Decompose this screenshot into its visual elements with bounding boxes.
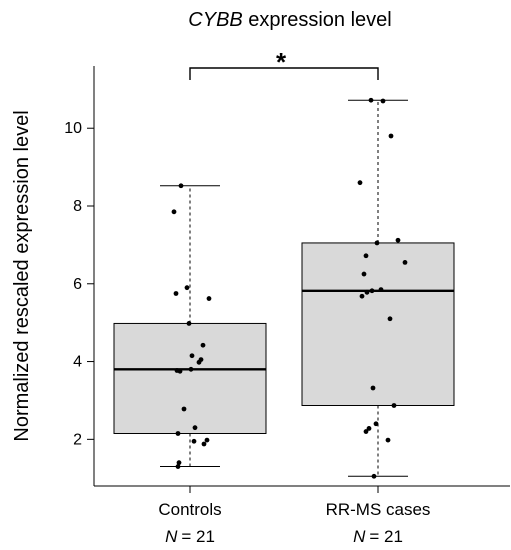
n-label-rrms: N = 21 — [353, 527, 403, 546]
data-point — [191, 438, 197, 444]
y-axis-ticks: 2 4 6 8 10 — [64, 120, 94, 448]
x-axis-labels: Controls RR-MS cases N = 21 N = 21 — [158, 486, 430, 546]
data-point — [184, 285, 190, 291]
data-point — [385, 437, 391, 443]
data-point — [178, 183, 184, 189]
data-point — [374, 240, 380, 246]
data-point — [171, 209, 177, 215]
box-group — [113, 185, 267, 468]
y-tick-label: 4 — [73, 354, 82, 371]
data-point — [357, 180, 363, 186]
box-group — [301, 99, 455, 477]
y-tick-label: 8 — [73, 198, 82, 215]
data-point — [175, 464, 181, 469]
box-iqr — [113, 322, 267, 435]
data-point — [181, 406, 187, 412]
significance-bracket: * — [189, 47, 379, 80]
data-point — [174, 368, 180, 373]
n-value-rrms: = 21 — [369, 527, 403, 546]
category-label-controls: Controls — [158, 500, 221, 519]
y-axis-title: Normalized rescaled expression level — [11, 110, 33, 441]
data-point — [200, 342, 206, 348]
y-tick-label: 10 — [64, 120, 82, 137]
chart-title: CYBB expression level — [188, 9, 391, 31]
y-tick-label: 6 — [73, 276, 82, 293]
box-series — [113, 99, 455, 477]
data-point — [391, 403, 397, 408]
data-point — [378, 287, 384, 293]
category-label-rrms: RR-MS cases — [326, 500, 431, 519]
data-point — [201, 441, 207, 447]
box-iqr — [301, 242, 455, 406]
n-symbol: N — [165, 527, 178, 546]
data-point — [189, 353, 195, 359]
n-value-controls: = 21 — [181, 527, 215, 546]
data-point — [188, 366, 194, 372]
data-point — [175, 431, 181, 436]
data-point — [192, 425, 198, 431]
data-point — [206, 296, 212, 301]
data-point — [402, 259, 408, 265]
chart-title-rest: expression level — [243, 9, 392, 31]
data-point — [388, 133, 394, 139]
data-point — [204, 437, 210, 443]
data-point — [395, 237, 401, 243]
data-point — [176, 460, 182, 466]
data-point — [186, 321, 192, 326]
n-symbol: N — [353, 527, 366, 546]
data-point — [380, 98, 386, 104]
significance-bracket-line — [189, 67, 379, 80]
data-point — [364, 289, 370, 295]
data-point — [363, 429, 369, 434]
data-point — [363, 253, 369, 259]
y-tick-label: 2 — [73, 431, 82, 448]
significance-marker: * — [276, 47, 287, 77]
data-point — [373, 421, 379, 427]
data-point — [366, 426, 372, 431]
data-point — [368, 97, 374, 103]
data-point — [359, 293, 365, 299]
chart-title-gene: CYBB — [188, 9, 242, 31]
data-point — [387, 316, 393, 322]
data-point — [371, 473, 377, 479]
data-point — [173, 291, 179, 296]
data-points — [171, 97, 408, 479]
data-point — [196, 359, 202, 365]
data-point — [370, 385, 376, 391]
data-point — [361, 271, 367, 277]
n-label-controls: N = 21 — [165, 527, 215, 546]
data-point — [369, 288, 375, 294]
